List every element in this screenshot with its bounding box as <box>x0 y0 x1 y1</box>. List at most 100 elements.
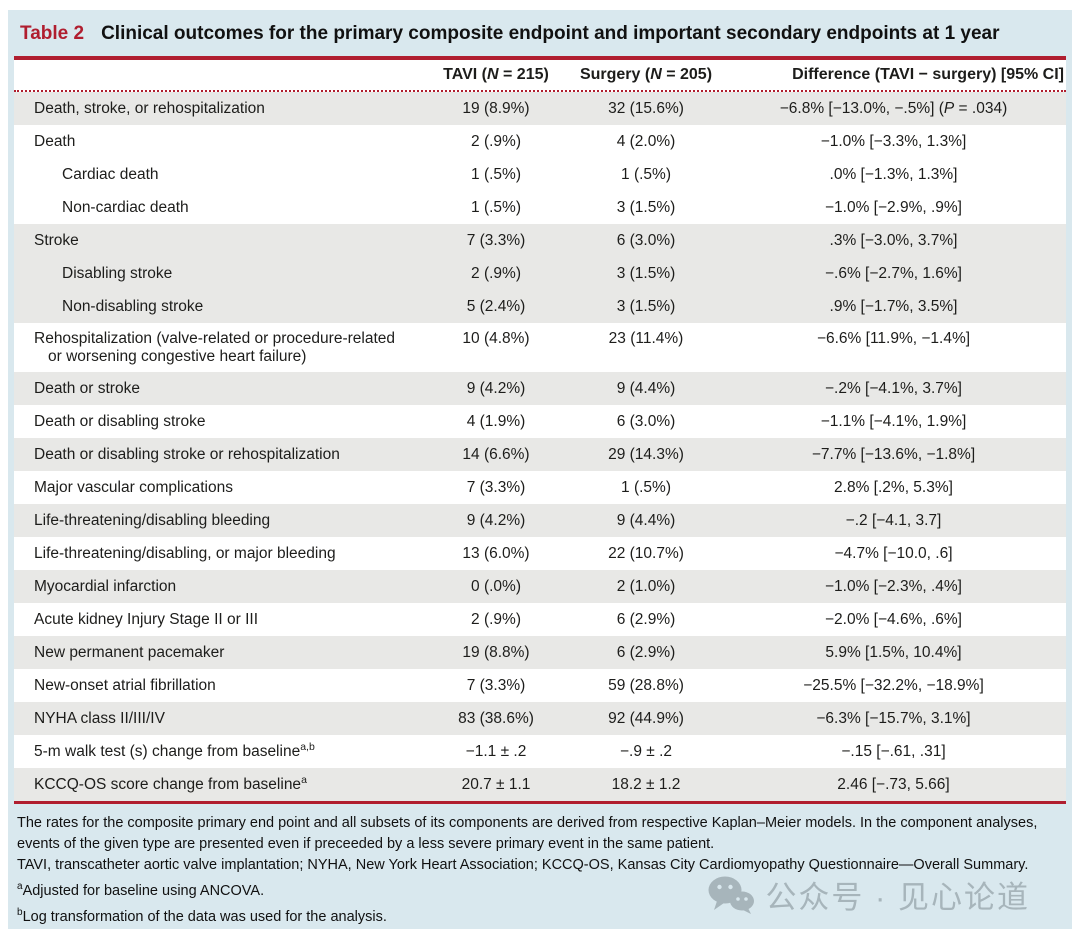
table-row: Death, stroke, or rehospitalization 19 (… <box>14 92 1066 125</box>
surgery-value-cell: 18.2 ± 1.2 <box>611 775 681 793</box>
header-tavi-column: TAVI (N = 215) <box>443 66 549 83</box>
tavi-value-cell: 9 (4.2%) <box>466 379 526 397</box>
tavi-value-cell: 9 (4.2%) <box>466 511 526 529</box>
difference-value-cell: −.6% [−2.7%, 1.6%] <box>824 264 962 282</box>
tavi-value-cell: 19 (8.9%) <box>462 99 530 117</box>
tavi-value-cell: 4 (1.9%) <box>466 412 526 430</box>
difference-value-cell: .0% [−1.3%, 1.3%] <box>829 165 958 183</box>
difference-value-cell: −1.0% [−2.9%, .9%] <box>824 198 962 216</box>
difference-value-cell: −6.3% [−15.7%, 3.1%] <box>816 709 971 727</box>
surgery-value-cell: 2 (1.0%) <box>616 577 676 595</box>
table-row: Non-cardiac death 1 (.5%) 3 (1.5%) −1.0%… <box>14 191 1066 224</box>
tavi-value-cell: 14 (6.6%) <box>462 445 530 463</box>
table-row: Death or disabling stroke 4 (1.9%) 6 (3.… <box>14 405 1066 438</box>
table-label: Table 2 <box>20 23 85 44</box>
difference-value-cell: −2.0% [−4.6%, .6%] <box>824 610 962 628</box>
table-row: Major vascular complications 7 (3.3%) 1 … <box>14 471 1066 504</box>
surgery-value-cell: 6 (2.9%) <box>616 643 676 661</box>
outcome-cell: Stroke <box>34 231 79 249</box>
outcome-cell: Cardiac death <box>62 165 159 183</box>
tavi-value-cell: 19 (8.8%) <box>462 643 530 661</box>
table-row: Rehospitalization (valve-related or proc… <box>14 323 1066 372</box>
outcome-cell: Rehospitalization (valve-related or proc… <box>34 330 395 365</box>
tavi-value-cell: 7 (3.3%) <box>466 231 526 249</box>
outcome-cell: Death <box>34 132 76 150</box>
outcome-cell: Major vascular complications <box>34 478 233 496</box>
watermark: 公众号 · 见心论道 <box>707 872 1030 917</box>
surgery-value-cell: 6 (3.0%) <box>616 231 676 249</box>
tavi-value-cell: 13 (6.0%) <box>462 544 530 562</box>
outcome-cell: KCCQ-OS score change from baselinea <box>34 774 307 794</box>
tavi-value-cell: 2 (.9%) <box>471 132 521 150</box>
tavi-value-cell: −1.1 ± .2 <box>465 742 527 760</box>
tavi-value-cell: 83 (38.6%) <box>458 709 534 727</box>
table-row: Cardiac death 1 (.5%) 1 (.5%) .0% [−1.3%… <box>14 158 1066 191</box>
footnote: The rates for the composite primary end … <box>17 815 1038 852</box>
difference-value-cell: −1.0% [−2.3%, .4%] <box>824 577 962 595</box>
tavi-value-cell: 10 (4.8%) <box>462 330 530 347</box>
difference-value-cell: −6.8% [−13.0%, −.5%] (P = .034) <box>779 99 1008 117</box>
table-caption: Table 2 Clinical outcomes for the primar… <box>8 10 1072 56</box>
outcome-cell: New permanent pacemaker <box>34 643 225 661</box>
outcome-cell: Life-threatening/disabling bleeding <box>34 511 271 529</box>
table-row: New permanent pacemaker 19 (8.8%) 6 (2.9… <box>14 636 1066 669</box>
difference-value-cell: 5.9% [1.5%, 10.4%] <box>825 643 962 661</box>
surgery-value-cell: 92 (44.9%) <box>608 709 684 727</box>
difference-value-cell: −7.7% [−13.6%, −1.8%] <box>811 445 976 463</box>
surgery-value-cell: 3 (1.5%) <box>616 297 676 315</box>
tavi-value-cell: 2 (.9%) <box>471 264 521 282</box>
surgery-value-cell: 4 (2.0%) <box>616 132 676 150</box>
footnotes: The rates for the composite primary end … <box>8 804 1072 928</box>
difference-value-cell: −.2% [−4.1%, 3.7%] <box>824 379 962 397</box>
difference-value-cell: −6.6% [11.9%, −1.4%] <box>816 330 971 347</box>
table-row: Myocardial infarction 0 (.0%) 2 (1.0%) −… <box>14 570 1066 603</box>
footnote-superscript: a <box>17 881 23 892</box>
table-row: NYHA class II/III/IV 83 (38.6%) 92 (44.9… <box>14 702 1066 735</box>
tavi-value-cell: 7 (3.3%) <box>466 676 526 694</box>
outcome-cell: Death or disabling stroke or rehospitali… <box>34 445 340 463</box>
top-rule <box>14 56 1066 60</box>
header-surgery-column: Surgery (N = 205) <box>579 66 713 83</box>
table-row: Acute kidney Injury Stage II or III 2 (.… <box>14 603 1066 636</box>
table-row: 5-m walk test (s) change from baselinea,… <box>14 735 1066 768</box>
bottom-rule <box>14 801 1066 804</box>
watermark-text: 公众号 · 见心论道 <box>765 880 1030 915</box>
outcome-cell: NYHA class II/III/IV <box>34 709 165 727</box>
outcome-cell: Acute kidney Injury Stage II or III <box>34 610 259 628</box>
tavi-value-cell: 1 (.5%) <box>471 198 521 216</box>
surgery-value-cell: 1 (.5%) <box>621 478 671 496</box>
outcome-cell: Life-threatening/disabling, or major ble… <box>34 544 336 562</box>
outcome-cell: Death or stroke <box>34 379 140 397</box>
footnote: aAdjusted for baseline using ANCOVA. <box>17 881 265 899</box>
table-body: Death, stroke, or rehospitalization 19 (… <box>14 92 1066 801</box>
surgery-value-cell: 29 (14.3%) <box>608 445 684 463</box>
table-row: Death or disabling stroke or rehospitali… <box>14 438 1066 471</box>
difference-value-cell: −1.1% [−4.1%, 1.9%] <box>820 412 967 430</box>
page: Table 2 Clinical outcomes for the primar… <box>8 10 1072 929</box>
surgery-value-cell: 32 (15.6%) <box>608 99 684 117</box>
difference-value-cell: −25.5% [−32.2%, −18.9%] <box>803 676 984 694</box>
table-row: Death 2 (.9%) 4 (2.0%) −1.0% [−3.3%, 1.3… <box>14 125 1066 158</box>
surgery-value-cell: 6 (3.0%) <box>616 412 676 430</box>
outcome-superscript: a <box>301 774 307 787</box>
outcome-cell: Disabling stroke <box>62 264 173 282</box>
tavi-value-cell: 2 (.9%) <box>471 610 521 628</box>
wechat-icon <box>708 876 755 914</box>
outcome-cell: Death or disabling stroke <box>34 412 206 430</box>
outcome-cell: Death, stroke, or rehospitalization <box>34 99 265 117</box>
surgery-value-cell: 1 (.5%) <box>621 165 671 183</box>
difference-value-cell: 2.8% [.2%, 5.3%] <box>834 478 953 496</box>
outcome-cell: 5-m walk test (s) change from baselinea,… <box>34 741 315 761</box>
tavi-value-cell: 1 (.5%) <box>471 165 521 183</box>
outcome-superscript: a,b <box>300 741 315 754</box>
tavi-value-cell: 7 (3.3%) <box>466 478 526 496</box>
table-row: Disabling stroke 2 (.9%) 3 (1.5%) −.6% [… <box>14 257 1066 290</box>
footnote: TAVI, transcatheter aortic valve implant… <box>17 857 1029 873</box>
outcome-cell: Non-cardiac death <box>62 198 189 216</box>
difference-value-cell: −.15 [−.61, .31] <box>841 742 946 760</box>
tavi-value-cell: 0 (.0%) <box>471 577 521 595</box>
table-header-row: TAVI (N = 215) Surgery (N = 205) Differe… <box>14 60 1066 92</box>
surgery-value-cell: 3 (1.5%) <box>616 264 676 282</box>
clinical-outcomes-table: TAVI (N = 215) Surgery (N = 205) Differe… <box>14 56 1066 804</box>
surgery-value-cell: 23 (11.4%) <box>608 330 684 347</box>
